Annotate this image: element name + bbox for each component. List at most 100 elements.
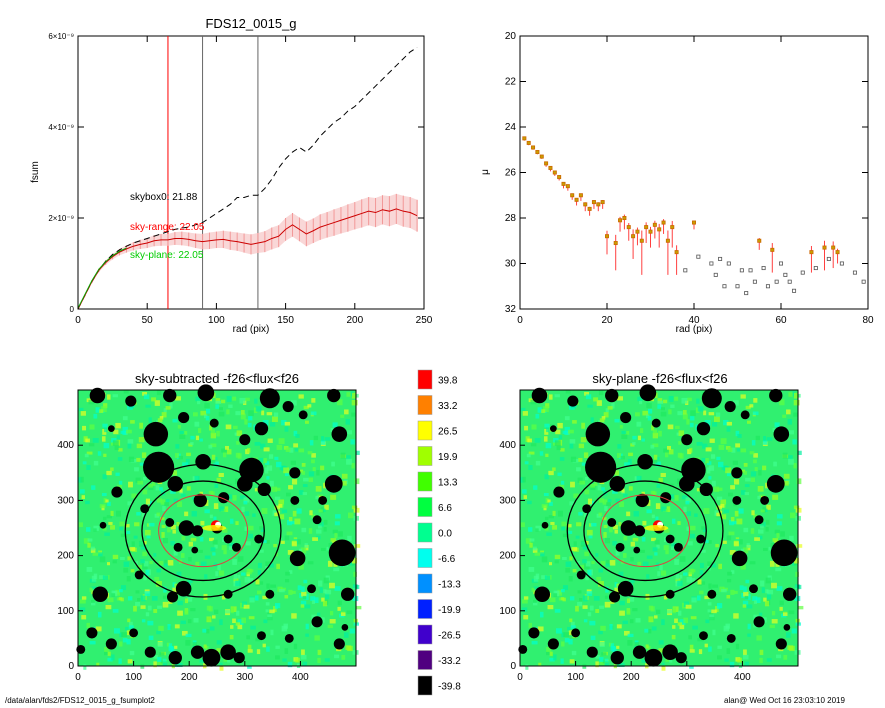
noise-pixel	[311, 398, 315, 403]
noise-pixel	[576, 522, 581, 526]
noise-pixel	[705, 458, 709, 463]
noise-pixel	[669, 449, 674, 454]
noise-pixel	[753, 398, 757, 403]
noise-pixel	[335, 514, 341, 518]
noise-pixel	[204, 403, 210, 408]
noise-pixel	[728, 493, 733, 497]
noise-pixel	[135, 590, 139, 593]
noise-pixel	[127, 619, 130, 623]
noise-pixel	[747, 634, 751, 637]
mu-point	[531, 146, 534, 149]
noise-pixel	[219, 473, 224, 477]
y-tick-label: 0	[68, 661, 74, 672]
noise-pixel	[724, 509, 729, 512]
noise-pixel	[568, 531, 572, 534]
noise-pixel	[345, 645, 351, 650]
noise-pixel	[347, 430, 352, 434]
sky-subtracted-image: sky-subtracted -f26<flux<f26 0 100 200 300 4…	[57, 371, 361, 683]
colorbar-swatch	[418, 421, 432, 440]
sky-plane-image: sky-plane -f26<flux<f26 0 100 200 300 400010…	[499, 371, 803, 683]
noise-pixel	[315, 496, 318, 499]
noise-pixel	[141, 595, 146, 601]
noise-pixel	[130, 547, 136, 551]
noise-pixel	[284, 595, 288, 598]
noise-pixel	[312, 537, 318, 541]
noise-pixel	[82, 426, 86, 431]
noise-pixel	[584, 552, 589, 556]
noise-pixel	[143, 477, 146, 480]
noise-pixel	[582, 559, 587, 563]
noise-pixel	[708, 583, 711, 588]
noise-pixel	[222, 545, 227, 550]
noise-pixel	[656, 610, 660, 614]
noise-pixel	[279, 438, 285, 444]
noise-pixel	[286, 493, 291, 497]
mu-point	[658, 228, 661, 231]
masked-source	[676, 652, 687, 663]
noise-pixel	[698, 579, 702, 584]
noise-pixel	[202, 629, 206, 633]
noise-pixel	[776, 586, 782, 591]
mu-point	[758, 239, 761, 242]
noise-pixel	[113, 555, 118, 559]
noise-pixel	[525, 461, 529, 464]
noise-pixel	[104, 651, 108, 655]
noise-pixel	[687, 398, 692, 401]
noise-pixel	[745, 580, 749, 584]
noise-pixel	[753, 459, 757, 463]
noise-pixel	[151, 397, 156, 401]
masked-source	[567, 395, 578, 406]
noise-pixel	[621, 431, 626, 434]
noise-pixel	[106, 471, 111, 475]
noise-pixel	[653, 429, 657, 433]
masked-source	[179, 520, 195, 536]
noise-pixel	[614, 530, 617, 534]
noise-pixel	[728, 447, 733, 451]
noise-pixel	[311, 459, 315, 463]
masked-source	[662, 644, 678, 660]
noise-pixel	[153, 609, 157, 613]
noise-pixel	[232, 397, 236, 401]
noise-pixel	[350, 439, 354, 444]
noise-pixel	[628, 634, 634, 637]
noise-pixel	[248, 534, 253, 539]
noise-pixel	[123, 568, 128, 573]
y-tick-label: 32	[505, 304, 517, 315]
noise-pixel	[295, 658, 300, 663]
noise-pixel	[226, 425, 232, 430]
noise-pixel	[733, 613, 738, 618]
noise-pixel	[248, 410, 253, 416]
noise-pixel	[555, 560, 559, 563]
noise-pixel	[195, 562, 199, 566]
fsum-profile-plot: FDS12_0015_g rad (pix) fsum 0 50 100 150 200…	[30, 16, 433, 335]
noise-pixel	[710, 439, 715, 443]
noise-pixel	[334, 655, 339, 659]
noise-pixel	[211, 491, 215, 495]
noise-pixel	[181, 553, 185, 558]
noise-pixel	[309, 510, 312, 515]
noise-pixel	[767, 590, 773, 595]
noise-pixel	[683, 507, 686, 512]
noise-pixel	[163, 596, 166, 599]
noise-pixel	[594, 596, 600, 601]
noise-pixel	[245, 577, 250, 583]
noise-pixel	[793, 463, 796, 468]
noise-pixel	[258, 570, 261, 575]
masked-source	[192, 525, 203, 536]
noise-pixel	[264, 447, 270, 451]
noise-pixel	[657, 401, 663, 404]
noise-pixel	[316, 529, 321, 533]
noise-pixel	[621, 434, 627, 438]
noise-pixel	[142, 552, 147, 556]
x-tick-label: 0	[75, 315, 81, 326]
noise-pixel	[330, 611, 333, 615]
noise-pixel	[90, 641, 96, 644]
noise-pixel	[751, 528, 754, 534]
noise-pixel	[712, 585, 718, 588]
noise-pixel	[305, 634, 309, 637]
noise-pixel	[119, 481, 122, 485]
x-tick-label: 300	[678, 672, 695, 683]
fsum-plot-title: FDS12_0015_g	[205, 16, 296, 31]
noise-pixel	[328, 561, 333, 567]
noise-pixel	[637, 422, 642, 427]
